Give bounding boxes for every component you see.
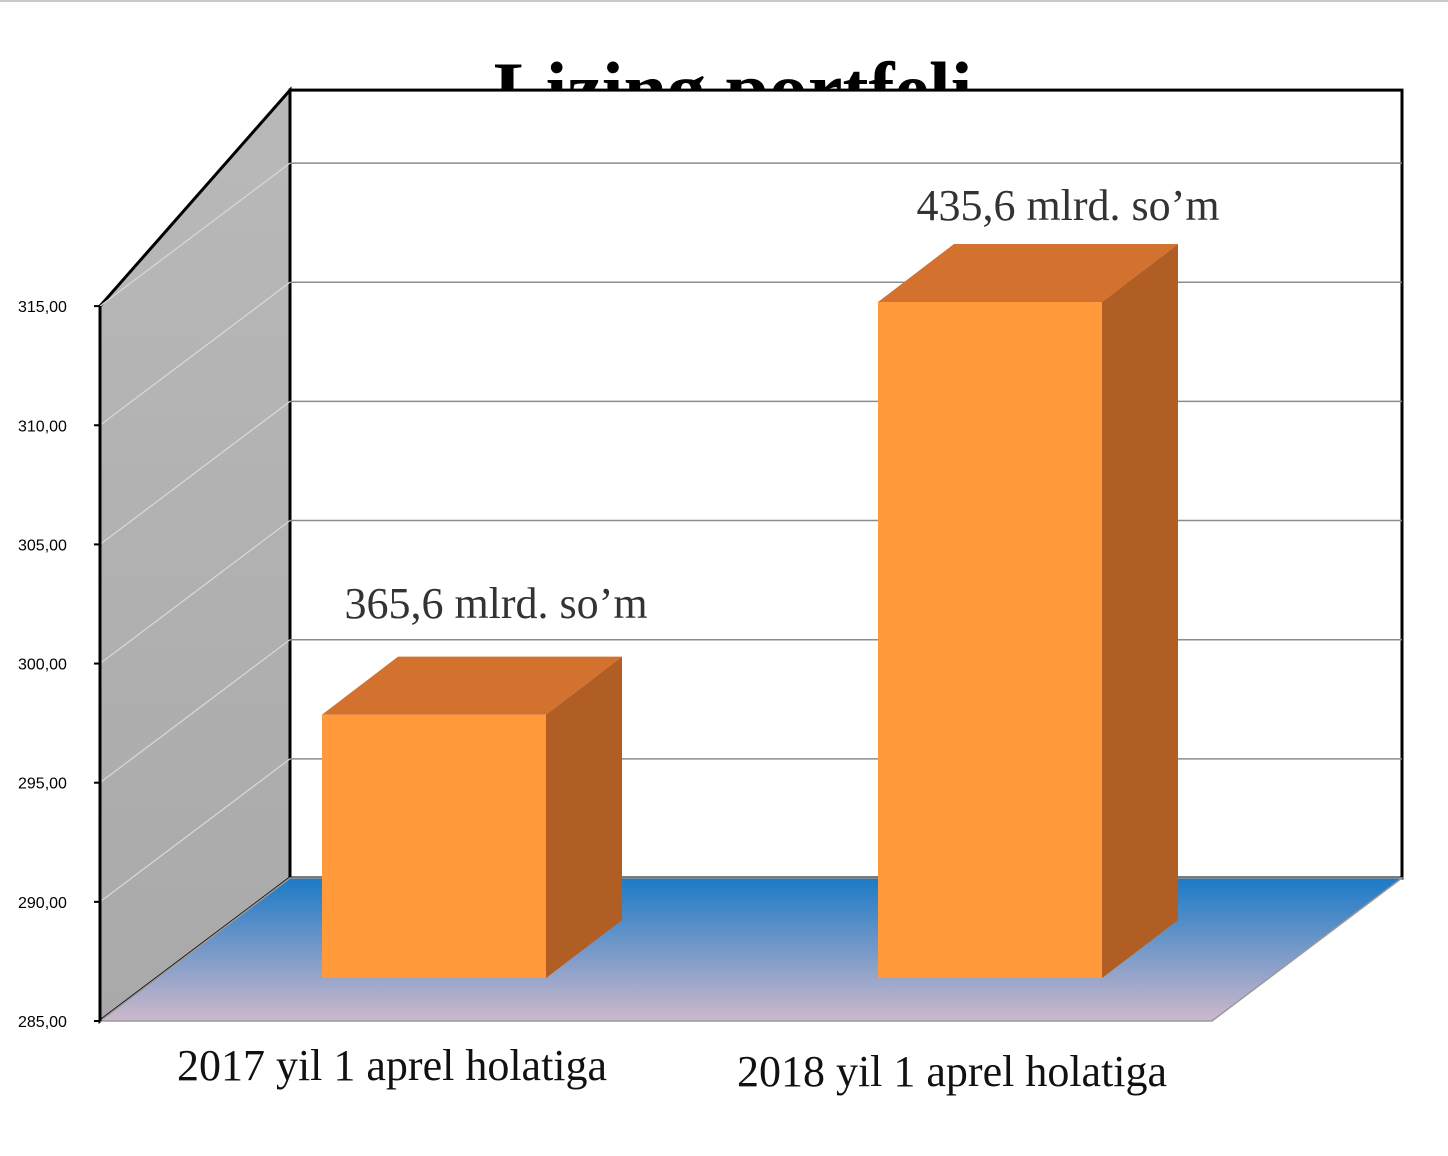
- category-label: 2017 yil 1 aprel holatiga: [177, 1041, 607, 1090]
- top-border: [0, 0, 1448, 2]
- y-tick-label: 295,00: [18, 776, 67, 793]
- chart-floor: [97, 877, 1405, 1022]
- bar-front: [322, 714, 546, 978]
- gridline-side: [99, 400, 291, 545]
- gridline-side: [99, 758, 291, 903]
- gridline-side: [99, 520, 291, 665]
- bar-top: [322, 656, 622, 715]
- bar-front: [878, 301, 1102, 979]
- y-tick-label: 290,00: [18, 895, 67, 912]
- data-label: 365,6 mlrd. so’m: [344, 579, 647, 628]
- bar-top: [878, 243, 1178, 302]
- y-tick-label: 305,00: [18, 537, 67, 554]
- gridline-side: [99, 281, 291, 426]
- bar-side: [546, 656, 622, 978]
- y-tick-label: 300,00: [18, 657, 67, 674]
- gridline-side: [99, 639, 291, 784]
- data-label: 435,6 mlrd. so’m: [916, 181, 1219, 230]
- side-wall: [98, 86, 292, 1025]
- y-tick-label: 315,00: [18, 299, 67, 316]
- bar-side: [1102, 243, 1178, 979]
- gridline-side: [99, 162, 291, 307]
- y-tick-label: 310,00: [18, 418, 67, 435]
- category-label: 2018 yil 1 aprel holatiga: [737, 1047, 1167, 1096]
- y-tick-label: 285,00: [18, 1014, 67, 1031]
